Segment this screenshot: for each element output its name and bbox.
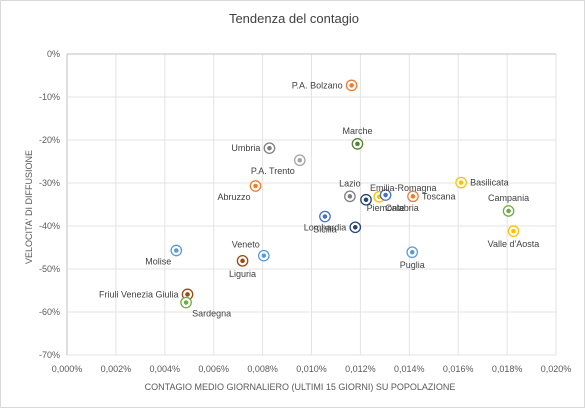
y-tick-label: -30% — [39, 178, 60, 188]
data-point — [406, 246, 419, 259]
data-point-label: Toscana — [422, 191, 456, 201]
data-point-inner-dot — [382, 192, 389, 198]
data-point-inner-dot — [322, 213, 328, 220]
y-axis-title: VELOCITA' DI DIFFUSIONE — [24, 150, 34, 264]
data-point — [293, 154, 306, 167]
x-tick-label: 0,014% — [394, 364, 425, 374]
data-point-label: Emilia-Romagna — [370, 183, 437, 193]
data-point-inner-dot — [409, 249, 416, 256]
data-point-inner-dot — [348, 82, 355, 89]
data-point-label: Friuli Venezia Giulia — [99, 289, 179, 299]
x-tick-label: 0,016% — [443, 364, 474, 374]
data-point-label: Sardegna — [192, 309, 231, 319]
gridlines — [66, 53, 557, 356]
x-tick-label: 0,010% — [296, 364, 327, 374]
data-point-label: Lombardia — [304, 222, 347, 232]
x-tick-label: 0,002% — [101, 364, 132, 374]
data-point-inner-dot — [458, 179, 465, 186]
x-tick-label: 0,000% — [52, 364, 83, 374]
data-point-inner-dot — [239, 257, 246, 264]
data-point — [249, 180, 262, 192]
y-tick-label: -10% — [39, 92, 60, 102]
data-point-inner-dot — [346, 193, 353, 200]
data-point — [319, 210, 331, 223]
y-tick-label: -70% — [39, 350, 60, 360]
data-point-label: Veneto — [232, 240, 260, 250]
data-point — [455, 176, 467, 189]
x-tick-label: 0,004% — [150, 364, 181, 374]
data-point-label: Basilicata — [470, 178, 509, 188]
data-point-inner-dot — [183, 299, 189, 306]
data-point-label: Molise — [145, 257, 171, 267]
data-point — [407, 190, 419, 203]
data-point — [360, 193, 372, 206]
data-point-inner-dot — [260, 252, 267, 259]
data-point-label: P.A. Trento — [251, 166, 295, 176]
data-point-inner-dot — [352, 224, 359, 231]
data-point-label: Puglia — [400, 260, 425, 270]
data-point-inner-dot — [266, 145, 273, 152]
data-point-label: Calabria — [385, 203, 419, 213]
data-point — [351, 138, 364, 150]
data-points — [170, 79, 520, 309]
data-point — [170, 244, 183, 257]
x-tick-label: 0,012% — [345, 364, 376, 374]
data-point — [349, 221, 362, 234]
data-point-inner-dot — [252, 183, 259, 189]
data-point — [507, 225, 520, 238]
y-tick-label: -60% — [39, 307, 60, 317]
chart-title: Tendenza del contagio — [229, 11, 359, 26]
data-point-label: Valle d'Aosta — [488, 239, 540, 249]
data-point-label: Piemonte — [367, 203, 405, 213]
data-point-label: Campania — [488, 193, 529, 203]
data-point-inner-dot — [184, 291, 191, 298]
data-point-label: Umbria — [231, 143, 260, 153]
data-point-label: Marche — [342, 126, 372, 136]
data-point-label: Abruzzo — [217, 192, 250, 202]
y-tick-label: 0% — [47, 49, 60, 59]
x-tick-label: 0,018% — [492, 364, 523, 374]
data-point-inner-dot — [363, 196, 369, 203]
y-tick-label: -50% — [39, 264, 60, 274]
data-point-inner-dot — [410, 193, 416, 200]
data-point-inner-dot — [510, 228, 517, 235]
data-point-inner-dot — [173, 247, 180, 254]
data-labels: P.A. Bolzano Marche Umbria P.A. Trento Lazio… — [99, 80, 539, 318]
x-tick-label: 0,020% — [541, 364, 572, 374]
y-axis-ticks: 0% -10% -20% -30% -40% -50% -60% -70% — [39, 49, 60, 360]
data-point-label: Sicilia — [313, 225, 337, 235]
x-tick-label: 0,006% — [198, 364, 229, 374]
data-point-label: P.A. Bolzano — [292, 80, 343, 90]
data-point — [345, 79, 358, 92]
data-point — [180, 296, 192, 309]
data-point — [263, 142, 276, 155]
data-point — [344, 190, 356, 203]
x-axis-title: CONTAGIO MEDIO GIORNALIERO (ULTIMI 15 GI… — [145, 382, 456, 392]
data-point — [257, 249, 270, 262]
data-point — [236, 254, 249, 267]
x-axis-ticks: 0,000% 0,002% 0,004% 0,006% 0,008% 0,010% 0,01… — [52, 364, 572, 374]
data-point-label: Lazio — [339, 178, 361, 188]
data-point-inner-dot — [296, 157, 303, 164]
data-point — [502, 205, 515, 217]
y-tick-label: -20% — [39, 135, 60, 145]
data-point-label: Liguria — [229, 269, 256, 279]
x-tick-label: 0,008% — [247, 364, 278, 374]
data-point-inner-dot — [354, 140, 361, 147]
data-point — [379, 189, 392, 201]
y-tick-label: -40% — [39, 221, 60, 231]
data-point-inner-dot — [505, 208, 512, 214]
